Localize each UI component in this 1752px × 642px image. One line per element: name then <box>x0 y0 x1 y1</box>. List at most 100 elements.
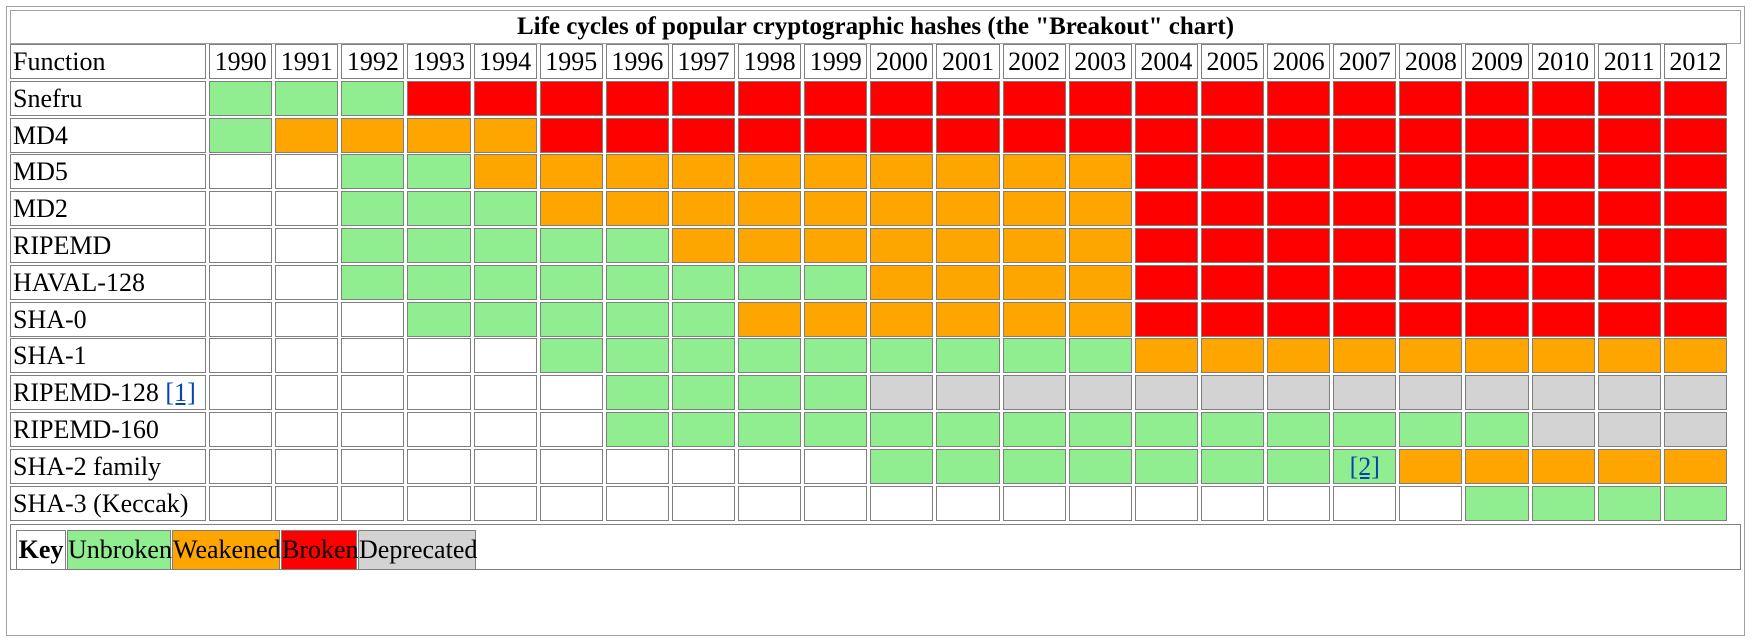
status-cell <box>804 191 868 227</box>
status-cell <box>1134 412 1198 447</box>
status-cell <box>1267 80 1331 116</box>
status-cell <box>1531 375 1595 411</box>
status-cell <box>1465 228 1529 263</box>
reference-link[interactable]: [1] <box>165 378 196 408</box>
status-cell <box>1597 412 1661 447</box>
status-cell <box>870 228 934 263</box>
status-cell <box>605 117 669 153</box>
status-cell <box>1663 301 1727 337</box>
status-cell <box>1134 191 1198 227</box>
status-cell <box>1597 228 1661 263</box>
status-cell <box>1068 154 1132 190</box>
row-name: SHA-1 <box>13 341 87 371</box>
status-cell <box>1399 191 1463 227</box>
status-cell <box>1068 338 1132 374</box>
row-label-snefru: Snefru <box>10 80 206 116</box>
row-label-sha-2-family: SHA-2 family <box>10 448 206 484</box>
status-cell <box>1597 301 1661 337</box>
status-cell <box>936 264 1000 300</box>
status-cell <box>1200 228 1265 263</box>
status-cell <box>1597 375 1661 411</box>
status-cell <box>275 485 339 521</box>
year-header-1994: 1994 <box>473 44 537 79</box>
legend-item-weakened: Weakened <box>172 530 281 570</box>
status-cell <box>209 264 273 300</box>
status-cell <box>1134 228 1198 263</box>
status-cell <box>407 80 471 116</box>
status-cell <box>539 412 603 447</box>
row-label-md4: MD4 <box>10 117 206 153</box>
status-cell <box>671 448 736 484</box>
status-cell <box>341 301 405 337</box>
status-cell <box>539 264 603 300</box>
status-cell <box>1663 191 1727 227</box>
status-cell <box>209 448 273 484</box>
status-cell <box>1002 448 1066 484</box>
status-cell <box>1200 191 1265 227</box>
status-cell <box>738 375 802 411</box>
status-cell <box>275 375 339 411</box>
year-header-1996: 1996 <box>605 44 669 79</box>
status-cell <box>1068 117 1132 153</box>
status-cell <box>738 264 802 300</box>
reference-link[interactable]: [2] <box>1349 451 1380 481</box>
year-header-1999: 1999 <box>804 44 868 79</box>
year-header-1991: 1991 <box>275 44 339 79</box>
status-cell <box>1597 191 1661 227</box>
status-cell <box>1333 154 1397 190</box>
legend-row: Key Unbroken Weakened Broken Deprecated <box>10 524 1741 570</box>
status-cell <box>671 375 736 411</box>
status-cell <box>870 375 934 411</box>
status-cell <box>1002 228 1066 263</box>
status-cell <box>1134 80 1198 116</box>
status-cell <box>1200 154 1265 190</box>
status-cell <box>870 191 934 227</box>
row-label-sha-1: SHA-1 <box>10 338 206 374</box>
year-header-1995: 1995 <box>539 44 603 79</box>
status-cell <box>1002 375 1066 411</box>
status-cell <box>275 264 339 300</box>
status-cell <box>341 80 405 116</box>
year-header-2012: 2012 <box>1663 44 1727 79</box>
status-cell <box>407 448 471 484</box>
status-cell <box>605 375 669 411</box>
status-cell <box>473 154 537 190</box>
row-label-ripemd: RIPEMD <box>10 228 206 263</box>
status-cell <box>473 191 537 227</box>
status-cell <box>1200 80 1265 116</box>
status-cell <box>1068 80 1132 116</box>
status-cell <box>738 412 802 447</box>
status-cell <box>1134 338 1198 374</box>
status-cell <box>936 412 1000 447</box>
status-cell <box>1531 448 1595 484</box>
status-cell <box>936 117 1000 153</box>
status-cell <box>473 301 537 337</box>
status-cell <box>209 375 273 411</box>
status-cell <box>341 485 405 521</box>
row-label-ripemd-128: RIPEMD-128 [1] <box>10 375 206 411</box>
status-cell <box>671 117 736 153</box>
status-cell <box>341 412 405 447</box>
status-cell <box>407 338 471 374</box>
status-cell <box>1663 338 1727 374</box>
status-cell <box>738 154 802 190</box>
status-cell <box>605 338 669 374</box>
row-label-sha-3-keccak-: SHA-3 (Keccak) <box>10 485 206 521</box>
status-cell <box>1267 228 1331 263</box>
status-cell <box>605 264 669 300</box>
status-cell <box>1267 338 1331 374</box>
status-cell <box>1663 80 1727 116</box>
status-cell <box>1333 338 1397 374</box>
status-cell <box>1597 154 1661 190</box>
year-header-2005: 2005 <box>1200 44 1265 79</box>
status-cell <box>1465 448 1529 484</box>
status-cell <box>341 375 405 411</box>
status-cell <box>275 412 339 447</box>
status-cell <box>1663 117 1727 153</box>
status-cell <box>804 117 868 153</box>
status-cell <box>738 485 802 521</box>
status-cell <box>1333 264 1397 300</box>
status-cell <box>1200 412 1265 447</box>
header-function-label: Function <box>10 44 206 79</box>
status-cell <box>1002 80 1066 116</box>
